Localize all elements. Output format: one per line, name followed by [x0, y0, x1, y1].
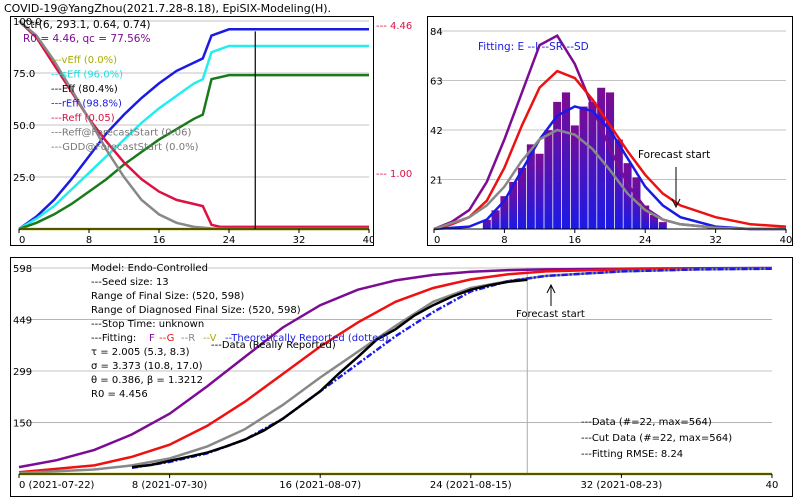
panel-cumulative: 0 (2021-07-22) 8 (2021-07-30) 16 (2021-08-…: [10, 257, 793, 497]
x-tick-label: 16: [153, 235, 166, 245]
r0-info: R0 = 4.46, qc = 77.56%: [23, 33, 150, 45]
x-tick-label: 0: [19, 235, 25, 245]
panel-incidence: 0 8 16 24 32 40 84 63 42 21 Fitting: E --I --SR -…: [427, 16, 793, 246]
legend-item: ---vEff (0.0%): [51, 55, 117, 66]
series-sd: [433, 128, 786, 231]
x-tick-label: 40: [766, 480, 779, 491]
incidence-bar: [605, 92, 615, 230]
panel-effectiveness: 0 8 16 24 32 40 100.0 75.0 50.0 25.0 Ctr(6, 293.1…: [10, 16, 375, 246]
footer-data: ---Data (#=22, max=564): [581, 417, 712, 428]
model-info: Model: Endo-Controlled: [91, 263, 208, 274]
y-tick-label: 75.0: [13, 69, 35, 80]
x-tick-label: 0 (2021-07-22): [19, 480, 95, 491]
incidence-bar: [544, 129, 553, 230]
forecast-arrow-head: [546, 283, 556, 294]
y-tick-label: 50.0: [13, 121, 35, 132]
y-tick-label: 25.0: [13, 173, 35, 184]
incidence-bar: [535, 153, 544, 230]
series-g: [18, 267, 773, 474]
series-data: [131, 278, 528, 469]
y-tick-label: 150: [13, 418, 32, 429]
chart-effectiveness: 0 8 16 24 32 40 100.0 75.0 50.0 25.0 Ctr(6, 293.1…: [13, 17, 375, 246]
series-sr: [433, 105, 786, 231]
fitting-item: --G: [159, 333, 174, 344]
x-tick-label: 8: [86, 235, 92, 245]
x-tick-label: 0: [434, 235, 440, 245]
footer-cut-data: ---Cut Data (#=22, max=564): [581, 433, 732, 444]
y-tick-label: 598: [13, 264, 32, 275]
legend-item: ---GDD@ForecastStart (0.0%): [51, 142, 199, 153]
x-tick-label: 24: [639, 235, 652, 245]
y-tick-label: 100.0: [13, 17, 42, 28]
window-title: COVID-19@YangZhou(2021.7.28-8.18), EpiSI…: [4, 2, 332, 15]
diagnosed-size-info: Range of Diagnosed Final Size: (520, 598…: [91, 305, 301, 316]
right-label-1.00: --- 1.00: [376, 169, 413, 180]
param-sigma: σ = 3.373 (10.8, 17.0): [91, 361, 203, 372]
incidence-bar: [658, 221, 668, 230]
series-eff: [18, 73, 369, 231]
forecast-start-label: Forecast start: [516, 309, 585, 320]
param-r0: R0 = 4.456: [91, 389, 148, 400]
x-tick-label: 8: [501, 235, 507, 245]
legend-item: ---Reff@ForecastStart (0.06): [51, 128, 191, 139]
incidence-bar: [579, 106, 588, 230]
forecast-arrow-head: [671, 198, 681, 209]
ctr-info: Ctr(6, 293.1, 0.64, 0.74): [23, 19, 150, 31]
series-f: [18, 266, 773, 469]
fitting-label: ---Fitting:: [91, 333, 136, 344]
series-seff: [18, 44, 369, 231]
incidence-bar: [588, 101, 597, 230]
legend-item: ---Reff (0.05): [51, 113, 115, 124]
x-tick-label: 24: [223, 235, 236, 245]
param-tau: τ = 2.005 (5.3, 8.3): [91, 347, 190, 358]
x-tick-label: 32 (2021-08-23): [580, 480, 662, 491]
y-tick-label: 299: [13, 367, 32, 378]
incidence-bar: [570, 125, 580, 230]
seed-info: ---Seed size: 13: [91, 277, 169, 288]
footer-rmse: ---Fitting RMSE: 8.24: [581, 449, 683, 460]
legend-item: ---rEff (98.8%): [51, 99, 122, 110]
y-tick-label: 21: [430, 176, 443, 187]
chart-incidence: 0 8 16 24 32 40 84 63 42 21 Fitting: E --I --SR -…: [430, 27, 792, 246]
param-theta-beta: θ = 0.386, β = 1.3212: [91, 375, 203, 386]
x-tick-label: 8 (2021-07-30): [132, 480, 208, 491]
legend-item: ---Eff (80.4%): [51, 84, 118, 95]
y-tick-label: 63: [430, 77, 443, 88]
stop-time-info: ---Stop Time: unknown: [91, 319, 204, 330]
series-reff: [18, 28, 369, 231]
x-tick-label: 24 (2021-08-15): [430, 480, 512, 491]
x-tick-label: 40: [363, 235, 373, 245]
y-tick-label: 84: [430, 27, 443, 38]
forecast-start-label: Forecast start: [638, 149, 710, 161]
series-e: [433, 69, 787, 231]
fitting-item: --Theoretically Reported (dotted): [225, 333, 389, 344]
right-label-4.46: --- 4.46: [376, 21, 413, 32]
x-tick-label: 16 (2021-08-07): [279, 480, 361, 491]
data-label: ---Data (Really Reported): [211, 340, 336, 351]
fitting-legend: Fitting: E --I --SR --SD: [478, 41, 589, 53]
fitting-item: --V: [203, 333, 217, 344]
y-tick-label: 449: [13, 315, 32, 326]
fitting-item: --R: [181, 333, 195, 344]
final-size-info: Range of Final Size: (520, 598): [91, 291, 244, 302]
y-tick-label: 42: [430, 126, 443, 137]
x-tick-label: 40: [780, 235, 792, 245]
x-tick-label: 32: [293, 235, 306, 245]
x-tick-label: 16: [568, 235, 581, 245]
legend-item: ---sEff (96.0%): [51, 70, 123, 81]
x-tick-label: 32: [709, 235, 722, 245]
fitting-item: F: [149, 333, 155, 344]
chart-cumulative: 0 (2021-07-22) 8 (2021-07-30) 16 (2021-08-…: [13, 263, 779, 491]
